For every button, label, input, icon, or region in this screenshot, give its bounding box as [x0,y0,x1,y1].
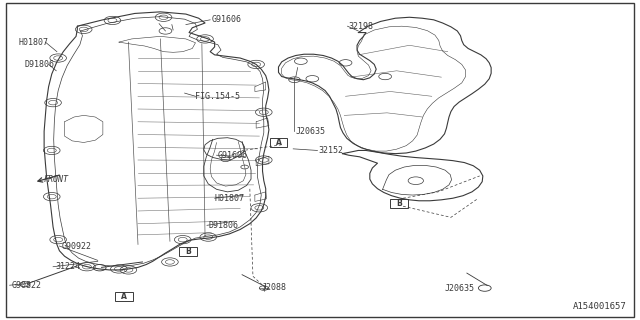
Text: D91806: D91806 [208,221,238,230]
Text: 32198: 32198 [349,22,374,31]
Text: J20635: J20635 [296,127,326,136]
Text: G90922: G90922 [61,242,92,251]
FancyBboxPatch shape [179,247,196,256]
Text: FRONT: FRONT [44,175,69,184]
Text: J2088: J2088 [261,283,286,292]
Text: FIG.154-5: FIG.154-5 [195,92,241,101]
Text: B: B [396,199,402,208]
Text: 32152: 32152 [319,146,344,155]
Text: B: B [185,247,191,256]
FancyBboxPatch shape [115,292,133,301]
Text: H01807: H01807 [19,38,49,47]
Text: 31224: 31224 [55,262,80,271]
Text: H01807: H01807 [214,194,244,203]
Text: J20635: J20635 [445,284,474,293]
FancyBboxPatch shape [269,138,287,147]
Text: G91606: G91606 [218,151,248,160]
Text: A: A [121,292,127,301]
FancyBboxPatch shape [390,199,408,208]
Text: A154001657: A154001657 [573,302,627,311]
Text: G90822: G90822 [12,281,42,290]
Text: D91806: D91806 [25,60,55,69]
Text: A: A [276,138,282,147]
Text: G91606: G91606 [211,15,241,24]
